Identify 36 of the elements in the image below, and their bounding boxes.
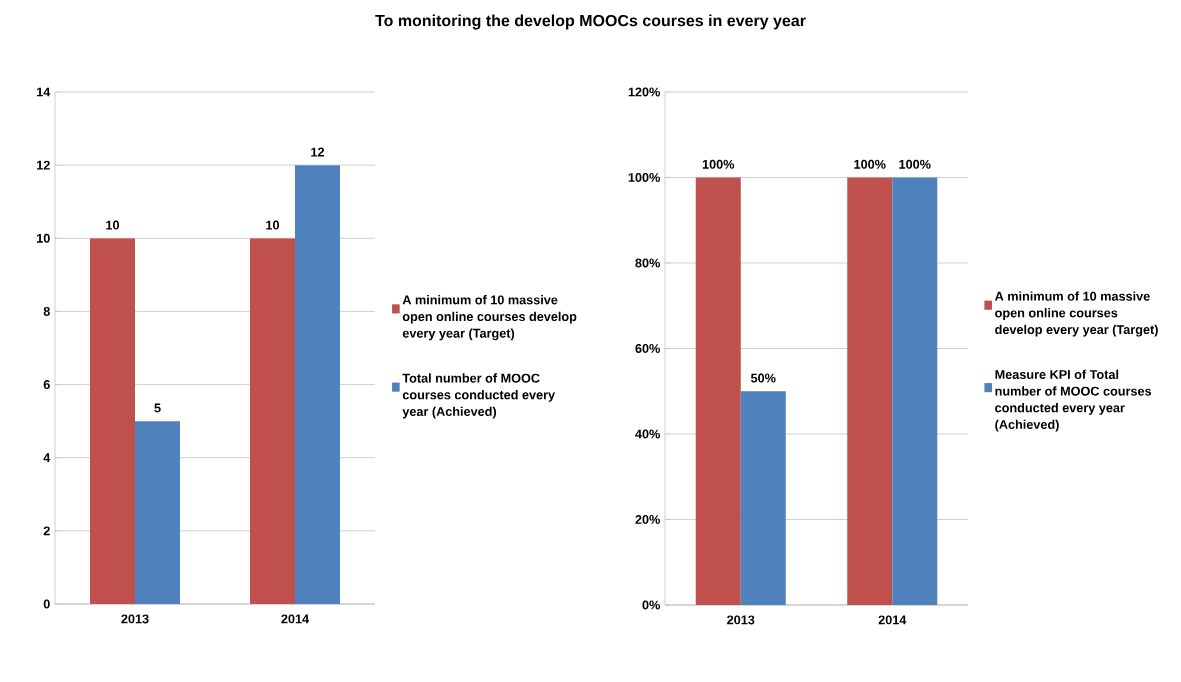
data-label: 100% [702,159,735,169]
text: Measure KPI of Total number of MOOC courses conducted every year (Achieved) [995,369,1152,432]
legend-label: Total number of MOOC courses conducted every year (Achieved) [402,373,556,419]
y-tick-label: 0% [642,600,660,610]
y-tick-label: 100% [628,173,660,182]
bar [90,238,135,604]
data-label: 50% [750,373,776,383]
legend-label: A minimum of 10 massive open online courses develop every year (Target) [402,295,577,341]
data-label: 5 [154,403,161,413]
data-label: 100% [854,159,886,169]
y-tick-label: 40% [635,429,660,439]
x-tick-label: 2014 [878,615,907,625]
y-tick-label: 14 [37,87,51,97]
y-tick-label: 8 [43,306,50,316]
x-tick-label: 2014 [281,614,310,624]
text: To monitoring the develop MOOCs courses in every year [375,14,806,30]
y-tick-label: 80% [635,258,660,268]
y-tick-label: 10 [37,233,50,243]
legend-label: A minimum of 10 massive open online courses develop every year (Target) [994,291,1158,337]
data-label: 12 [311,147,325,157]
y-tick-label: 0 [43,599,50,609]
y-tick-label: 4 [43,453,51,463]
bar [135,421,180,604]
bar [250,238,295,604]
bar [295,165,341,604]
data-label: 10 [266,220,280,230]
y-tick-label: 20% [635,515,660,524]
y-tick-label: 2 [43,526,50,536]
y-tick-label: 6 [43,380,50,390]
y-tick-label: 120% [628,87,660,97]
x-tick-label: 2013 [121,614,149,624]
y-tick-label: 12 [37,160,50,170]
data-label: 100% [899,159,931,169]
x-tick-label: 2013 [727,615,755,625]
data-label: 10 [106,220,120,230]
y-tick-label: 60% [635,344,660,353]
